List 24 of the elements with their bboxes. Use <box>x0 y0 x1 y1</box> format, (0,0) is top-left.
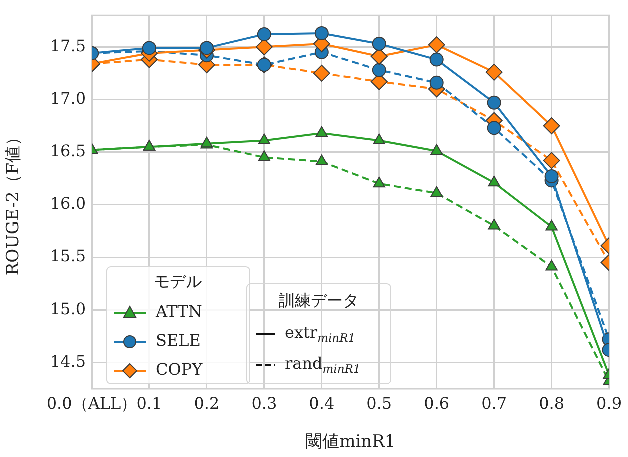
x-tick-label: 0.2 <box>194 394 220 413</box>
x-tick-label: 0.7 <box>482 394 508 413</box>
legend-title: モデル <box>154 272 202 292</box>
y-axis-title: ROUGE-2（F値） <box>4 128 24 276</box>
legend-label: ATTN <box>155 302 202 322</box>
y-tick-label: 16.5 <box>50 141 86 160</box>
x-tick-label: 0.8 <box>539 394 565 413</box>
x-tick-label: 0.6 <box>424 394 450 413</box>
legend-label: SELE <box>156 331 201 350</box>
y-tick-label: 17.0 <box>50 88 86 108</box>
y-tick-label: 15.5 <box>50 246 86 266</box>
x-axis-title: 閾値minR1 <box>306 432 396 452</box>
x-tick-label: 0.0（ALL） <box>46 394 138 413</box>
x-tick-label: 0.4 <box>309 394 335 413</box>
x-tick-label: 0.3 <box>252 394 278 413</box>
x-tick-label: 0.5 <box>366 394 392 413</box>
x-tick-label: 0.9 <box>596 394 622 413</box>
y-tick-label: 16.0 <box>50 194 86 214</box>
y-tick-label: 17.5 <box>50 36 86 56</box>
y-tick-label: 15.0 <box>50 299 86 318</box>
annotation: 訓練データ <box>279 291 359 310</box>
legend-label: COPY <box>156 360 204 380</box>
x-tick-label: 0.1 <box>136 394 162 413</box>
y-tick-label: 14.5 <box>50 352 86 371</box>
